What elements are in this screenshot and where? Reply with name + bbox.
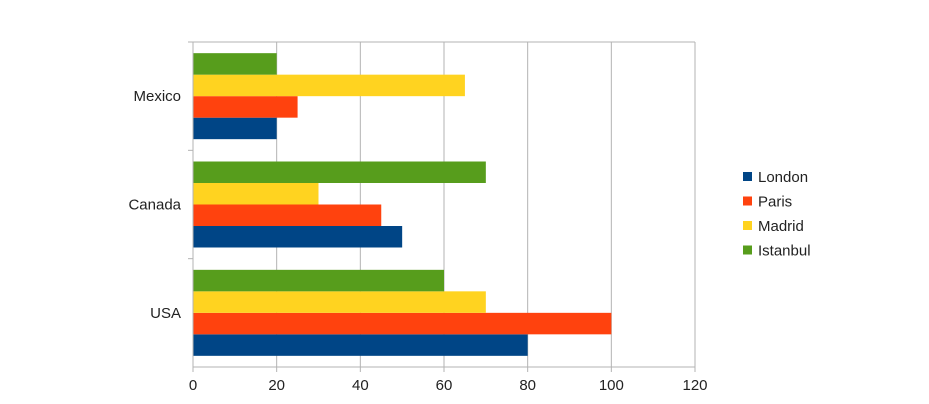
legend-swatch-madrid <box>743 221 752 230</box>
bar-madrid-canada <box>193 183 319 205</box>
legend-swatch-paris <box>743 196 752 206</box>
legend-label-paris: Paris <box>758 194 792 211</box>
bar-london-mexico <box>193 117 277 140</box>
bar-istanbul-usa <box>193 269 444 292</box>
bar-london-canada <box>193 226 403 248</box>
legend-label-london: London <box>758 169 808 186</box>
category-label: Mexico <box>133 88 181 105</box>
x-tick-label: 20 <box>268 377 285 394</box>
bar-istanbul-mexico <box>193 53 277 75</box>
x-tick-label: 0 <box>189 377 197 394</box>
bar-london-usa <box>193 334 528 356</box>
legend-label-madrid: Madrid <box>758 218 804 235</box>
x-tick-label: 80 <box>519 377 536 394</box>
x-tick-labels: 0 20 40 60 80 100 120 <box>189 377 708 394</box>
x-tick-label: 120 <box>682 377 707 394</box>
legend: London Paris Madrid Istanbul <box>743 169 811 260</box>
legend-swatch-london <box>743 172 752 181</box>
bar-madrid-usa <box>193 291 486 313</box>
x-tick-label: 60 <box>436 377 453 394</box>
bar-paris-mexico <box>193 96 298 118</box>
bar-madrid-mexico <box>193 74 465 97</box>
legend-swatch-istanbul <box>743 245 752 255</box>
category-label: Canada <box>128 197 181 214</box>
legend-label-istanbul: Istanbul <box>758 243 811 260</box>
bar-paris-usa <box>193 312 612 335</box>
bar-paris-canada <box>193 204 382 226</box>
category-label: USA <box>150 305 181 322</box>
category-labels: USA Canada Mexico <box>128 88 181 322</box>
axes <box>188 41 696 372</box>
x-tick-label: 100 <box>599 377 624 394</box>
x-tick-label: 40 <box>352 377 369 394</box>
bar-istanbul-canada <box>193 161 486 183</box>
bars <box>193 53 612 356</box>
